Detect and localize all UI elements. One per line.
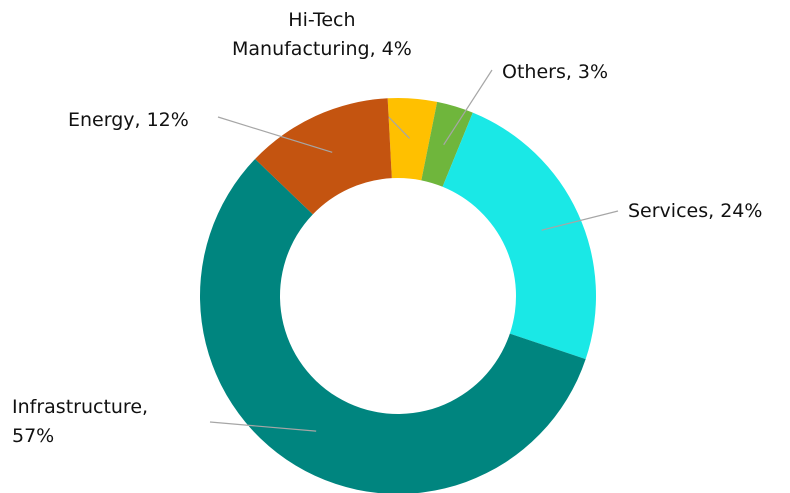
leader-line — [217, 116, 333, 153]
slice — [200, 158, 586, 493]
leader-line — [541, 210, 619, 231]
slice — [442, 112, 596, 360]
leader-line — [209, 421, 317, 432]
data-label: Infrastructure, 57% — [12, 396, 149, 447]
leader-line — [443, 69, 493, 146]
data-label: Energy, 12% — [68, 109, 189, 131]
slice — [387, 98, 438, 181]
data-label: Services, 24% — [628, 200, 763, 222]
data-label: Hi-Tech Manufacturing, 4% — [232, 9, 412, 60]
slice — [421, 101, 473, 187]
slice — [255, 98, 392, 215]
data-label: Others, 3% — [502, 61, 609, 83]
